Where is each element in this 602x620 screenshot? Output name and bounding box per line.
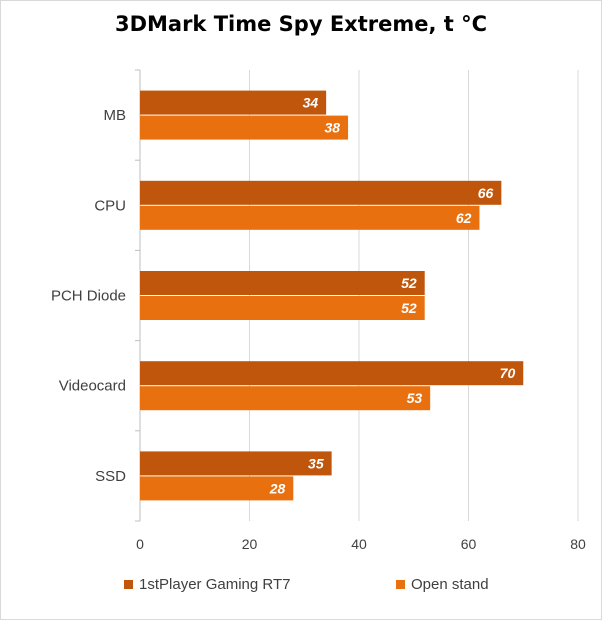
data-label-2: 52	[401, 300, 417, 316]
data-label-2: 28	[269, 480, 286, 496]
legend-swatch-series-2	[396, 580, 405, 589]
category-label: CPU	[94, 197, 126, 214]
category-label: SSD	[95, 468, 126, 485]
data-label-2: 38	[324, 120, 340, 136]
x-tick-label-60: 60	[461, 536, 477, 552]
bar-1	[140, 271, 425, 295]
x-tick-label-80: 80	[570, 536, 586, 552]
legend-item-series-1: 1stPlayer Gaming RT7	[124, 576, 290, 593]
data-labels: 34 38 66 62 52 52 70 53 35 28	[269, 95, 516, 497]
bar-2	[140, 115, 349, 140]
data-label-2: 53	[407, 390, 423, 406]
bar-1	[140, 451, 332, 476]
x-tick-labels: 0 20 40 60 80	[136, 536, 586, 552]
bars	[140, 90, 524, 501]
category-labels: MB CPU PCH Diode Videocard SSD	[51, 107, 126, 485]
legend-swatch-series-1	[124, 580, 133, 589]
data-label-1: 35	[308, 455, 324, 471]
bar-1	[140, 90, 327, 115]
chart-title: 3DMark Time Spy Extreme, t °C	[114, 12, 488, 36]
data-label-1: 66	[478, 185, 494, 201]
category-label: Videocard	[59, 378, 126, 395]
bar-1	[140, 361, 524, 386]
x-tick-label-40: 40	[351, 536, 367, 552]
data-label-1: 34	[303, 95, 319, 111]
gridlines	[135, 69, 579, 522]
bar-2	[140, 205, 480, 230]
x-tick-label-0: 0	[136, 536, 144, 552]
bar-1	[140, 180, 502, 205]
data-label-2: 62	[456, 210, 472, 226]
category-label: PCH Diode	[51, 288, 126, 305]
bar-2	[140, 296, 425, 320]
bar-2	[140, 386, 431, 411]
legend-label-series-2: Open stand	[411, 576, 489, 593]
x-tick-label-20: 20	[242, 536, 258, 552]
legend-item-series-2: Open stand	[396, 576, 489, 593]
data-label-1: 70	[500, 365, 516, 381]
legend-label-series-1: 1stPlayer Gaming RT7	[139, 576, 291, 593]
bar-2	[140, 476, 294, 501]
legend: 1stPlayer Gaming RT7 Open stand	[0, 576, 602, 596]
category-label: MB	[104, 107, 127, 124]
data-label-1: 52	[401, 275, 417, 291]
